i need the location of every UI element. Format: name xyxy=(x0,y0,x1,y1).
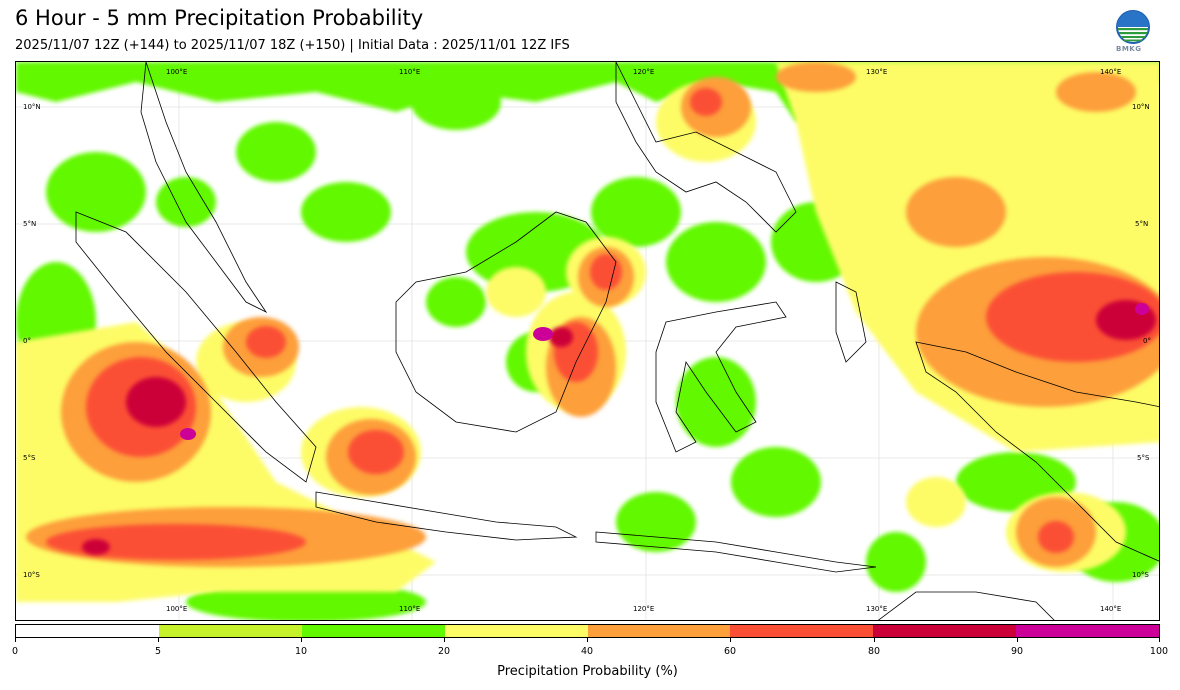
precipitation-map: 100°E 110°E 120°E 130°E 140°E 100°E 110°… xyxy=(15,61,1160,621)
lon-label-bottom: 100°E xyxy=(166,605,188,613)
colorbar-segment xyxy=(301,625,445,637)
lat-label-right: 0° xyxy=(1143,337,1151,345)
lon-label-top: 130°E xyxy=(866,68,888,76)
colorbar-tickmark xyxy=(1017,638,1018,642)
lon-label-bottom: 130°E xyxy=(866,605,888,613)
colorbar-tickmark xyxy=(874,638,875,642)
colorbar-segment xyxy=(158,625,302,637)
colorbar-segment xyxy=(587,625,731,637)
colorbar-tickmark xyxy=(158,638,159,642)
lat-label-left: 0° xyxy=(23,337,31,345)
colorbar-segment xyxy=(444,625,588,637)
lat-label-right: 10°S xyxy=(1132,571,1149,579)
lon-label-bottom: 120°E xyxy=(633,605,655,613)
colorbar-tickmark xyxy=(15,638,16,642)
lon-label-top: 120°E xyxy=(633,68,655,76)
colorbar-label: Precipitation Probability (%) xyxy=(497,664,678,679)
map-canvas xyxy=(16,62,1159,620)
lon-label-top: 110°E xyxy=(399,68,421,76)
colorbar-tickmark xyxy=(730,638,731,642)
lat-label-left: 5°N xyxy=(23,220,37,228)
lon-label-bottom: 110°E xyxy=(399,605,421,613)
colorbar-segment xyxy=(16,625,159,637)
map-title: 6 Hour - 5 mm Precipitation Probability xyxy=(15,6,424,30)
lat-label-left: 10°N xyxy=(23,103,41,111)
colorbar-tickmark xyxy=(444,638,445,642)
lat-label-left: 10°S xyxy=(23,571,40,579)
colorbar-tick-label: 40 xyxy=(580,646,594,657)
lat-label-right: 5°S xyxy=(1137,454,1150,462)
bmkg-logo-icon xyxy=(1116,10,1150,44)
colorbar-tick-label: 20 xyxy=(437,646,451,657)
colorbar-tick-label: 10 xyxy=(294,646,308,657)
lat-label-left: 5°S xyxy=(23,454,36,462)
colorbar-tickmark xyxy=(587,638,588,642)
lon-label-bottom: 140°E xyxy=(1100,605,1122,613)
colorbar-tick-label: 0 xyxy=(11,646,19,657)
logo-text: BMKG xyxy=(1116,45,1142,53)
colorbar xyxy=(15,624,1160,638)
colorbar-tick-label: 5 xyxy=(154,646,162,657)
colorbar-segment xyxy=(730,625,874,637)
colorbar-tickmark xyxy=(1159,638,1160,642)
colorbar-segment xyxy=(1016,625,1159,637)
lat-label-right: 5°N xyxy=(1135,220,1149,228)
lat-label-right: 10°N xyxy=(1132,103,1150,111)
map-subtitle: 2025/11/07 12Z (+144) to 2025/11/07 18Z … xyxy=(15,38,570,53)
colorbar-segment xyxy=(873,625,1017,637)
colorbar-tick-label: 90 xyxy=(1010,646,1024,657)
lon-label-top: 140°E xyxy=(1100,68,1122,76)
colorbar-tick-label: 100 xyxy=(1149,646,1169,657)
colorbar-tick-label: 60 xyxy=(723,646,737,657)
lon-label-top: 100°E xyxy=(166,68,188,76)
colorbar-tick-label: 80 xyxy=(867,646,881,657)
colorbar-tickmark xyxy=(301,638,302,642)
